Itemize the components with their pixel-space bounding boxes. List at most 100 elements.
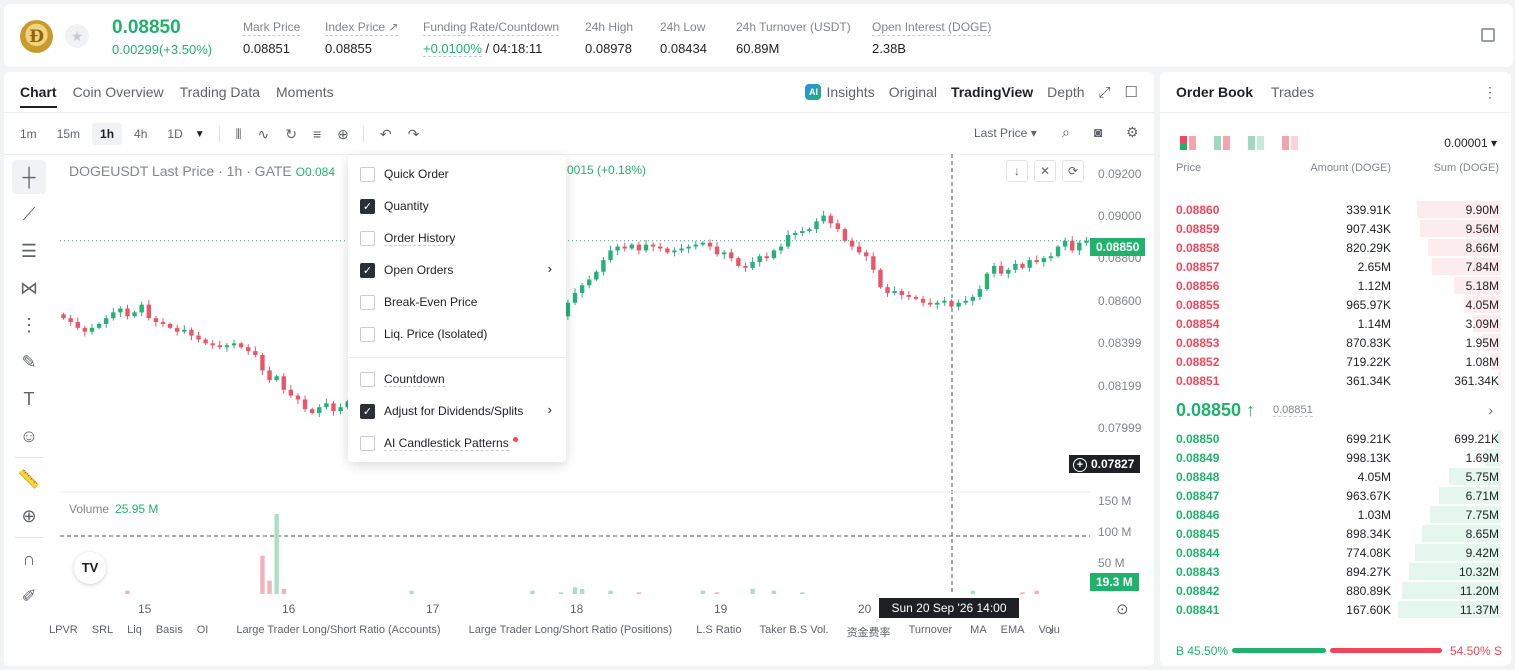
fib-icon[interactable]: ⋮ bbox=[20, 314, 38, 335]
ask-row[interactable]: 0.08859 907.43K 9.56M bbox=[1160, 219, 1511, 238]
timeframe-1m[interactable]: 1m bbox=[20, 127, 37, 141]
checkbox[interactable] bbox=[360, 371, 375, 387]
checkbox[interactable] bbox=[360, 326, 375, 342]
redo-icon[interactable]: ↷ bbox=[407, 125, 420, 142]
layout-asks-icon[interactable] bbox=[1282, 136, 1298, 150]
checkbox[interactable] bbox=[360, 230, 375, 246]
crosshair-icon[interactable]: ┼ bbox=[12, 160, 46, 194]
brush-icon[interactable]: ✎ bbox=[21, 351, 37, 372]
indicator-item[interactable]: Turnover bbox=[908, 624, 953, 636]
bid-row[interactable]: 0.08849 998.13K 1.69M bbox=[1160, 448, 1511, 467]
indicator-item[interactable]: Taker B.S Vol. bbox=[759, 624, 829, 636]
emoji-icon[interactable]: ☺ bbox=[19, 425, 39, 446]
ask-row[interactable]: 0.08856 1.12M 5.18M bbox=[1160, 276, 1511, 295]
ask-row[interactable]: 0.08853 870.83K 1.95M bbox=[1160, 333, 1511, 352]
camera-icon[interactable]: ◙ bbox=[1094, 124, 1103, 140]
stat-mark-price[interactable]: Mark Price 0.08851 bbox=[243, 20, 301, 56]
dropdown-item-countdown[interactable]: Countdown bbox=[360, 369, 560, 389]
stat-funding-rate[interactable]: Funding Rate/Countdown +0.0100% / 04:18:… bbox=[423, 20, 560, 57]
dropdown-item-liq-price[interactable]: Liq. Price (Isolated) bbox=[360, 324, 560, 344]
indicator-item[interactable]: MA bbox=[970, 624, 987, 636]
stat-open-interest[interactable]: Open Interest (DOGE) 2.38B bbox=[872, 20, 992, 56]
tab-original[interactable]: Original bbox=[888, 84, 937, 100]
undo-icon[interactable]: ↶ bbox=[379, 125, 392, 142]
tab-depth[interactable]: Depth bbox=[1047, 84, 1085, 100]
collapse-icon[interactable]: ✕ bbox=[1034, 160, 1056, 182]
dropdown-item-ai-patterns[interactable]: AI Candlestick Patterns bbox=[360, 433, 560, 453]
indicator-item[interactable]: Liq bbox=[127, 624, 142, 636]
bid-row[interactable]: 0.08847 963.67K 6.71M bbox=[1160, 486, 1511, 505]
indicator-item[interactable]: LPVR bbox=[49, 624, 78, 636]
timeframe-4h[interactable]: 4h bbox=[134, 127, 148, 141]
more-icon[interactable]: ⋮ bbox=[1483, 84, 1497, 100]
indicator-item[interactable]: SRL bbox=[91, 624, 114, 636]
bid-row[interactable]: 0.08850 699.21K 699.21K bbox=[1160, 429, 1511, 448]
tab-trading-data[interactable]: Trading Data bbox=[179, 84, 261, 100]
ask-row[interactable]: 0.08852 719.22K 1.08M bbox=[1160, 352, 1511, 371]
bid-row[interactable]: 0.08842 880.89K 11.20M bbox=[1160, 581, 1511, 600]
gear-icon[interactable]: ⚙ bbox=[1126, 124, 1139, 140]
dropdown-item-quantity[interactable]: ✓ Quantity bbox=[360, 196, 560, 216]
dropdown-item-open-orders[interactable]: ✓ Open Orders › bbox=[360, 260, 560, 280]
layout-both-icon[interactable] bbox=[1180, 136, 1196, 150]
indicator-item[interactable]: Large Trader Long/Short Ratio (Positions… bbox=[468, 624, 673, 636]
indicator-item[interactable]: Large Trader Long/Short Ratio (Accounts) bbox=[236, 624, 441, 636]
dropdown-item-adjust-dividends[interactable]: ✓ Adjust for Dividends/Splits › bbox=[360, 401, 560, 421]
tab-coin-overview[interactable]: Coin Overview bbox=[72, 84, 164, 100]
dropdown-item-break-even[interactable]: Break-Even Price bbox=[360, 292, 560, 312]
indicator-item[interactable]: Basis bbox=[155, 624, 183, 636]
timeframe-1d[interactable]: 1D bbox=[167, 127, 183, 141]
templates-icon[interactable]: ≡ bbox=[313, 126, 322, 142]
indicator-item[interactable]: EMA bbox=[1000, 624, 1025, 636]
favorite-star-icon[interactable]: ★ bbox=[65, 24, 89, 48]
timeframe-dropdown-icon[interactable]: ▼ bbox=[194, 128, 205, 140]
precision-select[interactable]: 0.00001 ▾ bbox=[1444, 136, 1497, 150]
indicator-item[interactable]: OI bbox=[196, 624, 209, 636]
price-axis[interactable]: 0.09200 0.09000 0.08800 0.08600 0.08399 … bbox=[1090, 154, 1154, 594]
bid-row[interactable]: 0.08848 4.05M 5.75M bbox=[1160, 467, 1511, 486]
candle-type-icon[interactable]: ⫴ bbox=[235, 125, 242, 142]
dropdown-item-quick-order[interactable]: Quick Order bbox=[360, 164, 560, 184]
document-icon[interactable] bbox=[1481, 28, 1495, 42]
indicator-item[interactable]: L.S Ratio bbox=[696, 624, 742, 636]
checkbox[interactable]: ✓ bbox=[360, 198, 375, 214]
checkbox[interactable] bbox=[360, 435, 375, 451]
ask-row[interactable]: 0.08860 339.91K 9.90M bbox=[1160, 200, 1511, 219]
checkbox[interactable] bbox=[360, 166, 375, 182]
chevron-right-icon[interactable]: › bbox=[1488, 402, 1493, 418]
layout-split-icon[interactable] bbox=[1214, 136, 1230, 150]
bid-row[interactable]: 0.08846 1.03M 7.75M bbox=[1160, 505, 1511, 524]
expand-icon[interactable]: ⤢ bbox=[1098, 83, 1111, 101]
scroll-down-icon[interactable]: ↓ bbox=[1006, 160, 1028, 182]
checkbox[interactable] bbox=[360, 294, 375, 310]
window-icon[interactable]: ☐ bbox=[1124, 84, 1138, 101]
bid-row[interactable]: 0.08843 894.27K 10.32M bbox=[1160, 562, 1511, 581]
tab-trades[interactable]: Trades bbox=[1271, 84, 1315, 100]
horizontal-lines-icon[interactable]: ☰ bbox=[20, 240, 38, 261]
layout-bids-icon[interactable] bbox=[1248, 136, 1264, 150]
axis-settings-icon[interactable]: ⊙ bbox=[1116, 601, 1129, 618]
candlestick-chart[interactable] bbox=[60, 154, 1090, 594]
zoom-in-icon[interactable]: ⊕ bbox=[21, 505, 37, 526]
replay-icon[interactable]: ↻ bbox=[285, 125, 297, 142]
search-icon[interactable]: ⌕ bbox=[1062, 124, 1070, 140]
ruler-icon[interactable]: 📏 bbox=[17, 468, 41, 489]
tab-chart[interactable]: Chart bbox=[20, 84, 57, 108]
pattern-icon[interactable]: ⋈ bbox=[20, 277, 38, 298]
add-overlay-icon[interactable]: ⊕ bbox=[337, 125, 349, 142]
pencil-lock-icon[interactable]: ✐ bbox=[21, 585, 37, 606]
ask-row[interactable]: 0.08858 820.29K 8.66M bbox=[1160, 238, 1511, 257]
checkbox[interactable]: ✓ bbox=[360, 262, 375, 278]
ask-row[interactable]: 0.08855 965.97K 4.05M bbox=[1160, 295, 1511, 314]
indicators-icon[interactable]: ∿ bbox=[257, 125, 270, 142]
ask-row[interactable]: 0.08854 1.14M 3.09M bbox=[1160, 314, 1511, 333]
magnet-icon[interactable]: ∩ bbox=[22, 548, 36, 569]
bid-row[interactable]: 0.08844 774.08K 9.42M bbox=[1160, 543, 1511, 562]
indicator-item[interactable]: 资金费率 bbox=[846, 627, 891, 639]
tradingview-logo[interactable]: TV bbox=[74, 552, 106, 584]
bid-row[interactable]: 0.08845 898.34K 8.65M bbox=[1160, 524, 1511, 543]
timeframe-1h[interactable]: 1h bbox=[92, 123, 123, 145]
tab-insights[interactable]: Insights bbox=[826, 84, 875, 100]
text-icon[interactable]: T bbox=[23, 388, 35, 409]
chevron-right-icon[interactable]: › bbox=[1049, 622, 1054, 638]
